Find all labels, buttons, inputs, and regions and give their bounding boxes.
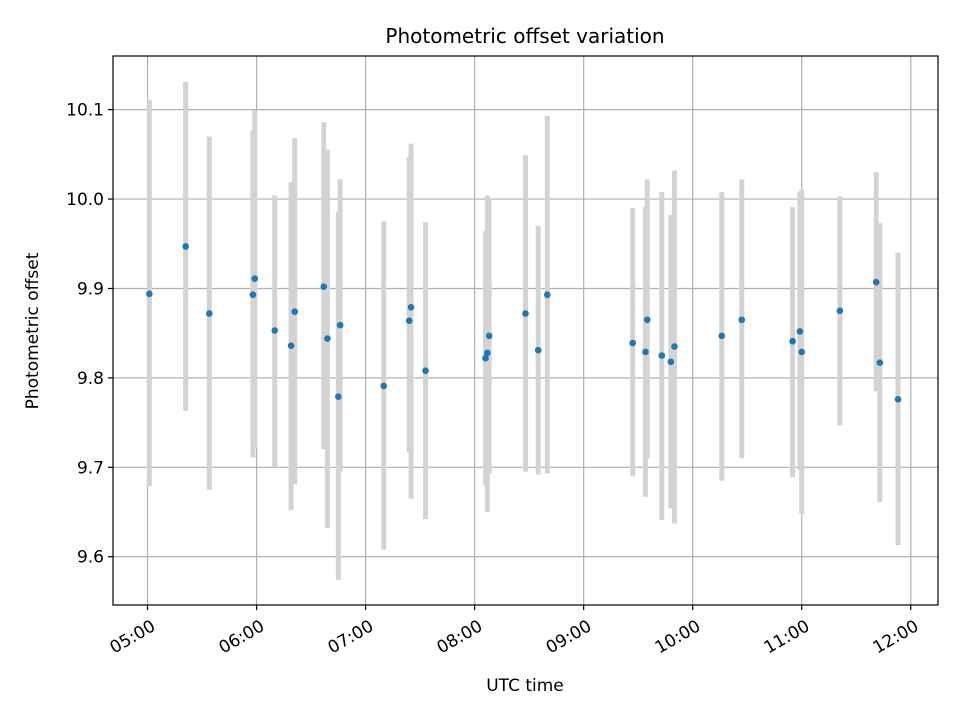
data-point — [789, 337, 796, 345]
data-point — [336, 321, 344, 329]
data-point — [407, 303, 415, 311]
data-point — [876, 359, 884, 366]
data-point — [146, 290, 153, 298]
data-point — [206, 310, 213, 317]
data-point — [324, 335, 331, 342]
data-point — [534, 346, 542, 354]
y-tick-label: 9.6 — [77, 548, 104, 568]
data-point — [796, 328, 804, 335]
data-point — [335, 393, 342, 400]
y-tick-label: 10.0 — [66, 190, 104, 210]
y-tick-label: 9.7 — [77, 458, 104, 478]
data-point — [484, 349, 491, 357]
data-point — [249, 291, 257, 299]
data-point — [182, 243, 189, 250]
data-point — [485, 332, 493, 340]
data-point — [872, 278, 880, 286]
data-point — [287, 342, 295, 350]
data-point — [320, 283, 328, 290]
y-tick-label: 9.9 — [77, 279, 104, 299]
data-point — [798, 348, 806, 356]
data-point — [836, 307, 844, 315]
data-point — [658, 352, 666, 359]
data-point — [271, 327, 279, 334]
data-point — [422, 367, 429, 375]
data-point — [667, 358, 675, 366]
data-point — [718, 332, 726, 340]
data-point — [671, 343, 678, 350]
data-point — [738, 316, 746, 324]
data-point — [894, 396, 902, 403]
data-point — [291, 308, 299, 316]
x-axis-title: UTC time — [486, 676, 564, 696]
chart-title: Photometric offset variation — [385, 24, 664, 48]
data-point — [251, 275, 259, 282]
data-point — [642, 348, 649, 356]
data-point — [380, 382, 388, 390]
data-point — [629, 339, 637, 347]
data-point — [522, 310, 529, 317]
y-axis-ticks: 9.6 9.7 9.8 9.9 10.0 10.1 — [66, 101, 113, 568]
data-points — [146, 243, 902, 403]
data-point — [405, 317, 413, 324]
data-point — [544, 291, 551, 299]
plot-frame — [112, 55, 939, 606]
y-tick-label: 10.1 — [66, 101, 104, 121]
data-point — [643, 316, 651, 324]
data-point — [482, 354, 489, 362]
y-tick-label: 9.8 — [77, 369, 104, 389]
y-axis-title: Photometric offset — [23, 252, 43, 409]
